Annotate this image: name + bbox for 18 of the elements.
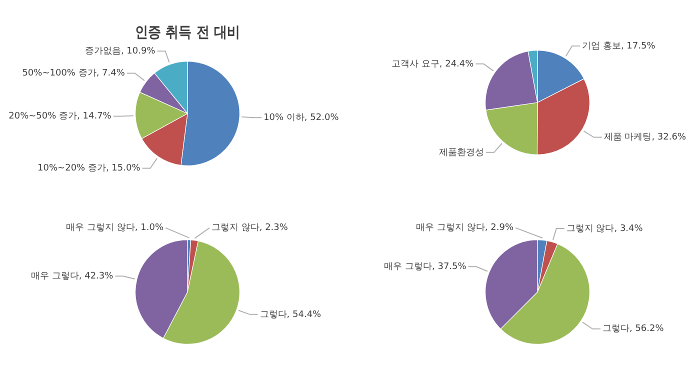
slice-label: 제품 마케팅, 32.6% xyxy=(604,132,686,143)
slice-label: 고객사 요구, 24.4% xyxy=(392,59,474,70)
slice-label: 그렇지 않다, 3.4% xyxy=(566,224,644,234)
slice-label: 10% 이하, 52.0% xyxy=(264,113,340,123)
slice-label: 기업 홍보, 17.5% xyxy=(582,41,656,52)
slice-label: 매우 그렇지 않다, 2.9% xyxy=(416,223,514,234)
slice-label: 50%~100% 증가, 7.4% xyxy=(22,68,126,79)
slice-label: 매우 그렇다, 37.5% xyxy=(384,262,467,272)
slice-label: 10%~20% 증가, 15.0% xyxy=(38,164,141,174)
slice-label: 증가없음, 10.9% xyxy=(84,46,156,56)
slice-label: 매우 그렇지 않다, 1.0% xyxy=(66,223,164,234)
slice-label: 그렇지 않다, 2.3% xyxy=(212,223,288,234)
slice-label: 그렇다, 56.2% xyxy=(602,324,664,334)
slice-label: 제품환경성 xyxy=(439,148,484,158)
slice-label: 20%~50% 증가, 14.7% xyxy=(8,112,112,122)
slice-label: 그렇다, 54.4% xyxy=(260,310,322,320)
slice-label: 매우 그렇다, 42.3% xyxy=(31,271,114,282)
chart-title: 인증 취득 전 대비 xyxy=(135,24,240,42)
